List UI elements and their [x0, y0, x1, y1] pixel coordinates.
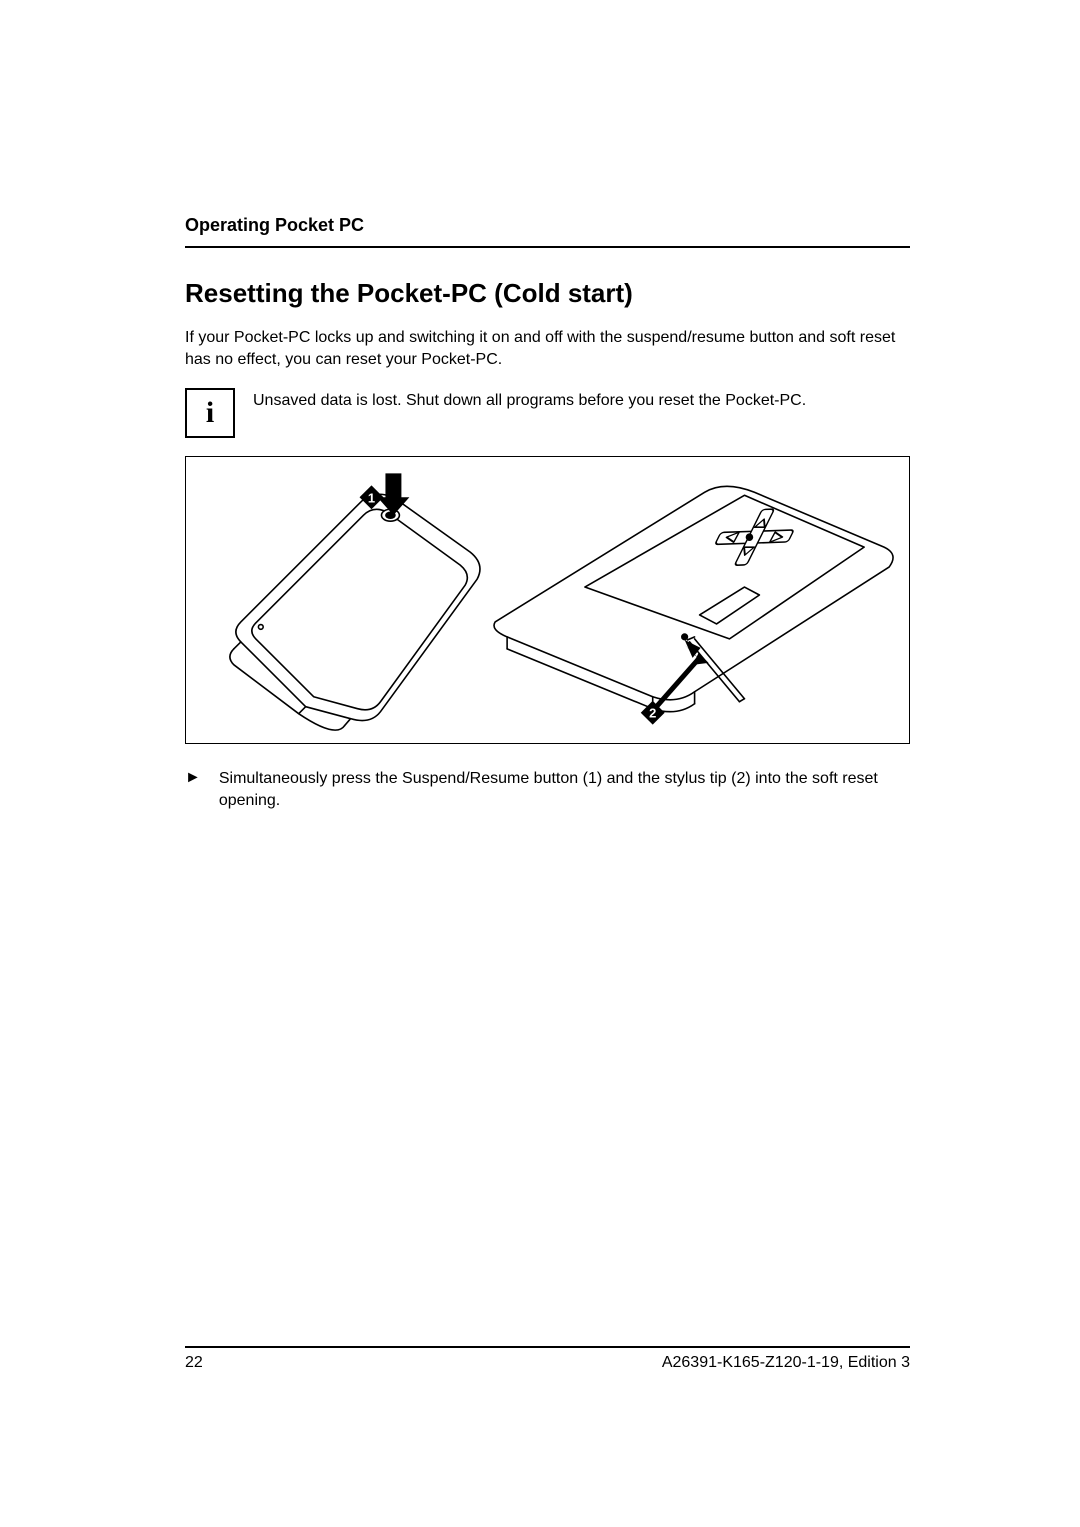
- callout-1-label: 1: [368, 490, 375, 505]
- page-footer: 22 A26391-K165-Z120-1-19, Edition 3: [185, 1346, 910, 1372]
- intro-paragraph: If your Pocket-PC locks up and switching…: [185, 327, 910, 370]
- cold-start-figure: 1: [185, 456, 910, 744]
- section-heading: Resetting the Pocket-PC (Cold start): [185, 278, 910, 309]
- running-head: Operating Pocket PC: [185, 215, 910, 236]
- manual-page: Operating Pocket PC Resetting the Pocket…: [0, 0, 1080, 1527]
- instruction-step: ► Simultaneously press the Suspend/Resum…: [185, 768, 910, 811]
- info-note: i Unsaved data is lost. Shut down all pr…: [185, 388, 910, 438]
- info-icon: i: [185, 388, 235, 438]
- footer-page-number: 22: [185, 1354, 203, 1372]
- step-text: Simultaneously press the Suspend/Resume …: [219, 768, 910, 811]
- top-rule: [185, 246, 910, 248]
- step-bullet-icon: ►: [185, 768, 201, 787]
- bottom-rule: [185, 1346, 910, 1348]
- callout-2-label: 2: [649, 706, 656, 721]
- footer-doc-id: A26391-K165-Z120-1-19, Edition 3: [662, 1354, 910, 1372]
- info-note-text: Unsaved data is lost. Shut down all prog…: [253, 388, 806, 412]
